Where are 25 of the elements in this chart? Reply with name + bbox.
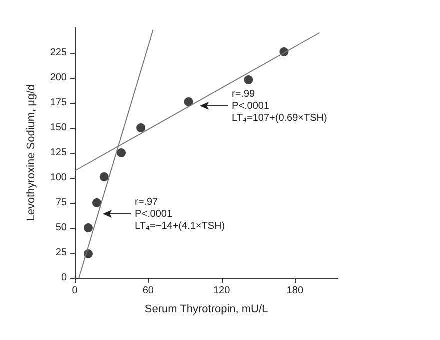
y-tick-label: 175 <box>50 98 68 108</box>
y-tick-label: 50 <box>56 222 68 234</box>
point <box>136 124 146 132</box>
y-tick-label: 100 <box>50 172 68 184</box>
y-tick-label: 150 <box>50 122 68 134</box>
y-tick-label: 125 <box>50 148 68 158</box>
x-axis-title: Serum Thyrotropin, mU/L <box>144 304 268 316</box>
y-tick-label: 25 <box>56 248 68 258</box>
point <box>184 98 194 106</box>
x-tick-label: 0 <box>72 286 78 296</box>
y-tick-label: 0 <box>61 272 68 284</box>
y-tick-label: 200 <box>50 72 68 84</box>
point <box>92 198 102 208</box>
y-tick-label: 75 <box>56 198 68 208</box>
annotation: r=.97 P<.0001 LT₄=−14+(4.1×TSH) <box>135 197 226 232</box>
point <box>100 172 109 182</box>
x-tick-label: 60 <box>142 286 154 296</box>
x-tick-label: 180 <box>286 286 304 296</box>
annotation: r=.99 P<.0001 LT₄=107+(0.69×TSH) <box>232 89 328 124</box>
point <box>244 76 254 84</box>
point <box>84 224 93 232</box>
y-tick-label: 225 <box>50 48 68 58</box>
point <box>116 148 126 158</box>
y-axis-title: Levothyroxine Sodium, μg/d <box>26 84 38 222</box>
x-tick-label: 120 <box>213 286 231 296</box>
